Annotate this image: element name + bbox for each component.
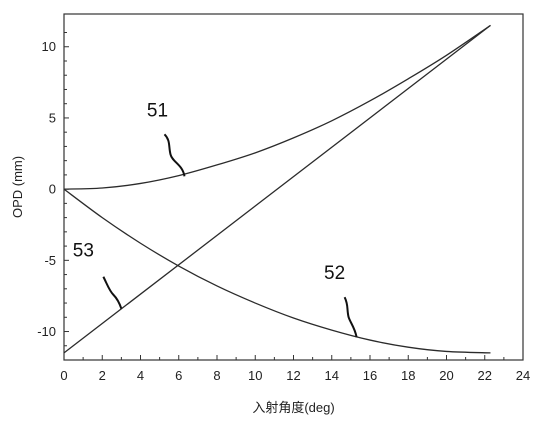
reference-label-53: 53	[73, 241, 94, 262]
y-axis-title: OPD (mm)	[10, 156, 25, 218]
x-tick-label: 4	[137, 368, 144, 383]
x-tick-label: 0	[60, 368, 67, 383]
x-tick-label: 20	[439, 368, 453, 383]
series-line-52	[63, 188, 491, 354]
x-tick-label: 14	[325, 368, 339, 383]
y-tick-label: 10	[42, 39, 56, 54]
x-tick-label: 8	[213, 368, 220, 383]
y-tick-label: -10	[37, 324, 56, 339]
x-tick-label: 16	[363, 368, 377, 383]
y-tick-label: -5	[44, 253, 56, 268]
series-line-53	[63, 24, 491, 354]
leader-line-53	[102, 276, 123, 310]
x-tick-label: 24	[516, 368, 530, 383]
series-line-51	[63, 24, 491, 190]
x-tick-label: 22	[478, 368, 492, 383]
reference-label-52: 52	[324, 263, 345, 284]
leader-line-51	[163, 133, 186, 177]
x-tick-label: 18	[401, 368, 415, 383]
x-axis-title: 入射角度(deg)	[252, 400, 334, 415]
x-tick-label: 12	[286, 368, 300, 383]
plot-frame	[63, 13, 524, 361]
y-tick-label: 5	[49, 110, 56, 125]
x-tick-label: 6	[175, 368, 182, 383]
x-tick-label: 2	[99, 368, 106, 383]
reference-label-51: 51	[147, 100, 168, 121]
y-tick-label: 0	[49, 182, 56, 197]
leader-line-52	[343, 296, 358, 338]
x-tick-label: 10	[248, 368, 262, 383]
